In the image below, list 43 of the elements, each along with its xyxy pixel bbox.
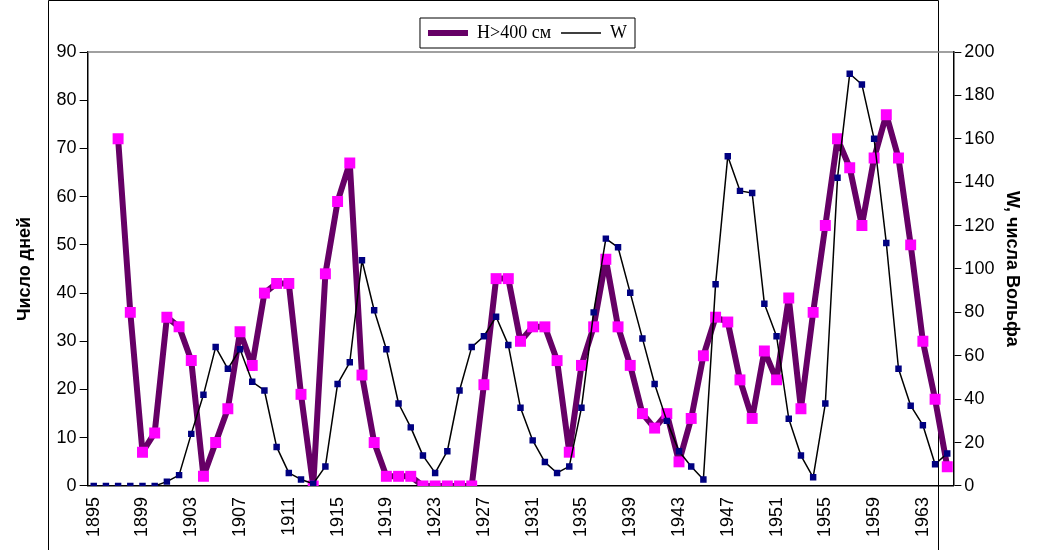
y2-tick-label: 80 [964, 301, 985, 322]
y-tick-label: 80 [56, 89, 77, 110]
y-tick-label: 50 [56, 233, 77, 254]
y2-tick-label: 20 [964, 431, 985, 452]
y2-tick-label: 160 [964, 127, 995, 148]
x-tick-label: 1899 [131, 496, 152, 537]
y2-tick-label: 100 [964, 257, 995, 278]
x-tick-label: 1919 [375, 496, 396, 537]
x-tick-label: 1907 [229, 496, 250, 537]
x-tick-label: 1895 [82, 496, 103, 537]
x-tick-label: 1951 [765, 496, 786, 537]
y2-tick-label: 40 [964, 388, 985, 409]
y-tick-label: 60 [56, 185, 77, 206]
legend-label: H>400 см [476, 21, 552, 42]
x-tick-label: 1947 [716, 496, 737, 537]
x-tick-label: 1963 [911, 496, 932, 537]
y2-tick-label: 120 [964, 214, 995, 235]
y-tick-label: 70 [56, 137, 77, 158]
x-tick-label: 1915 [326, 496, 347, 537]
y-tick-label: 10 [56, 426, 77, 447]
y-tick-label: 20 [56, 378, 77, 399]
y2-axis-title: W, числа Вольфа [1003, 191, 1024, 348]
x-tick-label: 1943 [667, 496, 688, 537]
y-tick-label: 40 [56, 282, 77, 303]
y-axis-title: Число дней [13, 216, 34, 322]
x-tick-label: 1959 [863, 496, 884, 537]
y2-tick-label: 0 [964, 474, 975, 495]
x-tick-label: 1923 [424, 496, 445, 537]
y2-tick-label: 180 [964, 84, 995, 105]
y-tick-label: 30 [56, 330, 77, 351]
x-tick-label: 1931 [521, 496, 542, 537]
x-tick-label: 1935 [570, 496, 591, 537]
legend-label: W [610, 21, 628, 42]
x-tick-label: 1927 [472, 496, 493, 537]
y2-tick-label: 140 [964, 171, 995, 192]
x-tick-label: 1939 [619, 496, 640, 537]
x-tick-label: 1955 [814, 496, 835, 537]
y2-tick-label: 200 [964, 40, 995, 61]
y-tick-label: 90 [56, 40, 77, 61]
y2-tick-label: 60 [964, 344, 985, 365]
x-tick-label: 1903 [180, 496, 201, 537]
y-tick-label: 0 [66, 474, 77, 495]
x-tick-label: 1911 [277, 496, 298, 536]
